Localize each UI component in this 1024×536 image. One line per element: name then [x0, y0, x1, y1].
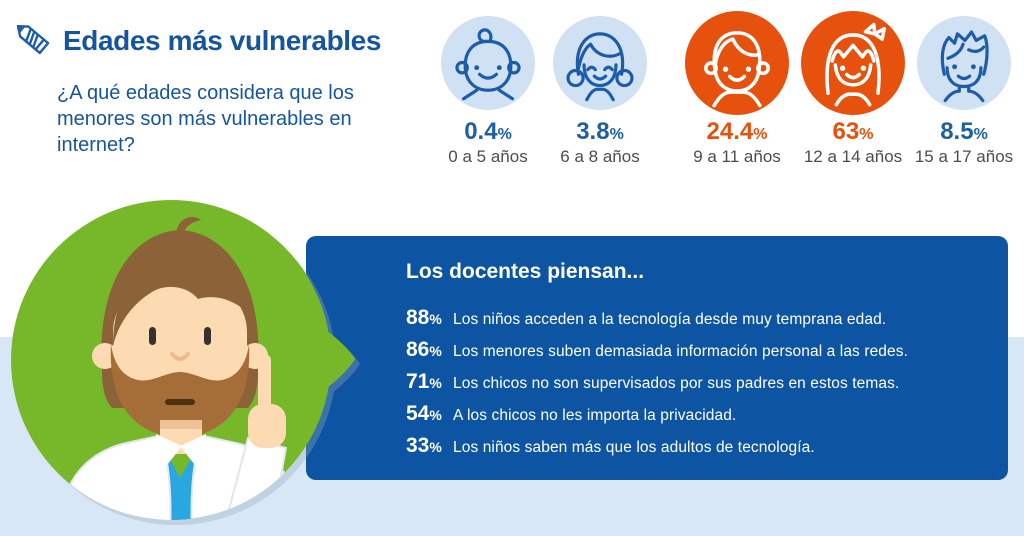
stat-percent: 86% [406, 338, 442, 361]
boy-icon [675, 10, 799, 116]
survey-question: ¿A qué edades considera que los menores … [57, 82, 354, 156]
age-percent: 8.5% [940, 118, 988, 145]
stat-percent: 33% [406, 434, 442, 457]
age-percent: 3.8% [576, 118, 624, 145]
stats-list: 88% Los niños acceden a la tecnología de… [406, 306, 982, 458]
teen-boy-icon [902, 10, 1024, 116]
girl-pigtails-icon [538, 10, 662, 116]
stat-percent: 54% [406, 402, 442, 425]
age-percent: 63% [832, 118, 874, 145]
age-group-0-5: 0.4% 0 a 5 años [426, 10, 550, 167]
girl-bow-icon [791, 10, 915, 116]
header: Edades más vulnerables ¿A qué edades con… [10, 16, 387, 158]
age-range-label: 12 a 14 años [803, 147, 903, 166]
stat-row: 88% Los niños acceden a la tecnología de… [406, 306, 982, 330]
baby-icon [426, 10, 550, 116]
stat-text: Los chicos no son supervisados por sus p… [453, 375, 900, 392]
stat-percent: 88% [406, 306, 442, 329]
age-range-label: 6 a 8 años [560, 147, 640, 166]
panel-title: Los docentes piensan... [406, 260, 645, 283]
age-range-label: 0 a 5 años [448, 147, 528, 166]
page-title: Edades más vulnerables [63, 24, 382, 56]
age-percent: 0.4% [464, 118, 512, 145]
stat-row: 86% Los menores suben demasiada informac… [406, 338, 982, 362]
stat-text: A los chicos no les importa la privacida… [453, 407, 737, 424]
stat-row: 54% A los chicos no les importa la priva… [406, 402, 982, 426]
stat-text: Los niños saben más que los adultos de t… [453, 439, 815, 456]
age-percent: 24.4% [706, 118, 768, 145]
age-group-12-14: 63% 12 a 14 años [791, 10, 915, 167]
age-range-label: 15 a 17 años [914, 147, 1014, 166]
teachers-panel: Los docentes piensan... 88% Los niños ac… [306, 236, 1008, 480]
stat-text: Los niños acceden a la tecnología desde … [453, 311, 887, 328]
stat-row: 33% Los niños saben más que los adultos … [406, 434, 982, 458]
stat-text: Los menores suben demasiada información … [453, 343, 908, 360]
teacher-illustration [11, 200, 355, 520]
stat-row: 71% Los chicos no son supervisados por s… [406, 370, 982, 394]
age-group-15-17: 8.5% 15 a 17 años [902, 10, 1024, 167]
age-group-9-11: 24.4% 9 a 11 años [675, 10, 799, 167]
stat-percent: 71% [406, 370, 442, 393]
age-range-label: 9 a 11 años [693, 147, 781, 166]
pencil-icon [10, 16, 54, 65]
age-group-6-8: 3.8% 6 a 8 años [538, 10, 662, 167]
